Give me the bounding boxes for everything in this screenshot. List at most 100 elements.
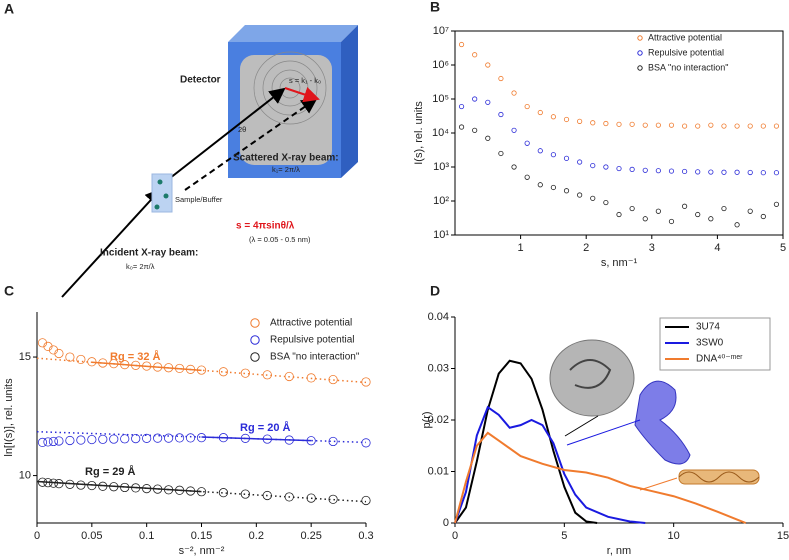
data-point	[76, 435, 86, 445]
data-point	[550, 184, 557, 191]
legend-label: BSA "no interaction"	[648, 62, 728, 72]
detector-label: Detector	[180, 75, 221, 86]
data-point	[361, 377, 371, 387]
data-point	[563, 155, 570, 161]
data-point	[655, 168, 661, 174]
fit-line	[36, 480, 202, 493]
data-point	[185, 433, 196, 443]
x-tick-label: 0.1	[139, 530, 154, 542]
data-point	[498, 111, 504, 118]
data-point	[218, 367, 229, 377]
scattered-title: Scattered X-ray beam:	[233, 153, 339, 164]
data-point	[37, 437, 48, 447]
legend-marker	[637, 35, 643, 41]
legend-label: Repulsive potential	[648, 47, 724, 57]
data-point	[603, 120, 609, 127]
wavelength: (λ = 0.05 - 0.5 nm)	[249, 235, 311, 244]
data-point	[142, 433, 152, 443]
data-point	[721, 205, 727, 212]
legend-label: BSA "no interaction"	[270, 352, 360, 363]
data-point	[616, 165, 622, 172]
data-point	[773, 123, 780, 129]
legend-marker	[250, 335, 260, 345]
y-tick-label: 10³	[433, 161, 449, 173]
data-point	[734, 222, 740, 228]
y-tick-label: 10¹	[433, 229, 449, 241]
data-point	[328, 436, 338, 447]
legend-marker	[637, 50, 643, 56]
y-tick-label: 10²	[433, 195, 449, 207]
legend-label: 3U74	[696, 322, 720, 333]
data-point	[708, 216, 714, 222]
x-tick-label: 0.05	[81, 530, 102, 542]
data-point	[153, 433, 163, 443]
data-point	[616, 121, 622, 127]
data-point	[524, 103, 530, 110]
data-point	[472, 127, 478, 133]
x-tick-label: 3	[649, 242, 655, 254]
detector-screen	[240, 55, 332, 165]
data-point	[760, 213, 766, 220]
y-tick-label: 0.04	[428, 311, 449, 323]
data-point	[760, 170, 766, 176]
x-tick-label: 0.3	[358, 530, 373, 542]
data-point	[98, 434, 108, 444]
data-point	[629, 166, 635, 172]
data-point	[629, 121, 635, 127]
x-tick-label: 0	[34, 530, 40, 542]
x-axis-label: s, nm⁻¹	[601, 257, 638, 269]
plot-frame	[454, 30, 784, 236]
data-point	[472, 52, 478, 58]
data-point	[629, 205, 635, 212]
data-point	[458, 124, 465, 130]
data-point	[668, 168, 675, 174]
incident-title: Incident X-ray beam:	[100, 248, 198, 259]
data-point	[708, 169, 714, 175]
data-point	[695, 169, 701, 175]
fit-label: Rg = 32 Å	[110, 350, 160, 363]
structure-3u74	[549, 339, 635, 417]
y-tick-label: 0.01	[428, 465, 449, 477]
data-point	[760, 123, 766, 129]
legend-label: 3SW0	[696, 338, 724, 349]
sample-cell	[151, 173, 173, 213]
data-point	[218, 488, 229, 498]
data-point	[642, 122, 648, 128]
structures	[549, 339, 760, 491]
data-point	[328, 494, 338, 504]
data-point	[563, 188, 570, 194]
data-point	[43, 437, 53, 447]
panel-label: D	[430, 283, 440, 299]
data-point	[577, 159, 583, 165]
data-point	[240, 368, 250, 378]
legend-marker	[637, 65, 643, 71]
x-tick-label: 2	[583, 242, 589, 254]
x-tick-label: 5	[561, 530, 567, 542]
x-tick-label: 0.25	[300, 530, 321, 542]
x-tick-label: 1	[518, 242, 524, 254]
data-point	[642, 216, 648, 222]
data-point	[681, 203, 688, 209]
data-point	[734, 169, 740, 175]
data-point	[109, 434, 119, 444]
data-point	[361, 438, 371, 448]
panel-label: A	[4, 1, 14, 17]
fit-extrapolation	[36, 430, 367, 444]
scattered-k: k₁= 2π/λ	[272, 165, 300, 174]
y-axis-label: p(r)	[421, 411, 433, 428]
data-point	[65, 352, 75, 362]
legend-label: DNA⁴⁰⁻ᵐᵉʳ	[696, 354, 743, 365]
data-point	[87, 434, 97, 445]
fit-line	[91, 361, 202, 372]
data-point	[485, 62, 491, 68]
y-tick-label: 0.03	[428, 362, 449, 374]
data-point	[524, 174, 530, 180]
data-line	[454, 431, 747, 524]
data-point	[655, 208, 661, 214]
data-point	[485, 99, 491, 105]
data-point	[550, 152, 557, 158]
structure-3sw0	[634, 380, 691, 465]
y-tick-label: 10⁷	[433, 25, 449, 37]
